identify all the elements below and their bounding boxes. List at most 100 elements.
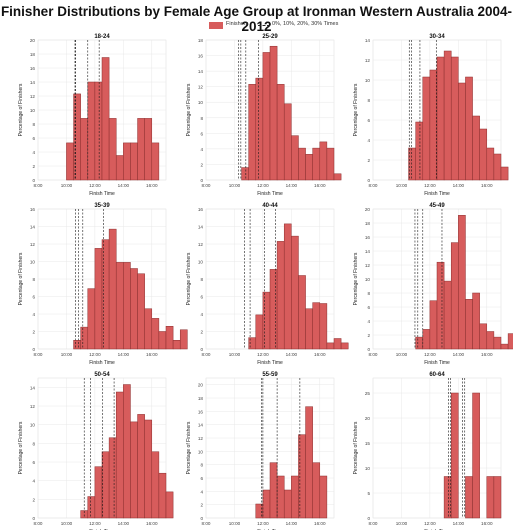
y-tick-label: 8 <box>367 291 370 296</box>
panel-25-29: 0 2 4 6 8 10 12 14 16 18 8:00 10:00 12:00 14:00 16:00 2… <box>186 34 342 197</box>
y-tick-label: 10 <box>365 466 371 471</box>
histogram-bar <box>73 93 81 181</box>
legend-label-percentile-lines: 0%, 10%, 20%, 30% Times <box>272 21 339 27</box>
histogram-bar <box>291 235 299 350</box>
x-tick-label: 10:00 <box>229 521 241 526</box>
y-tick-label: 0 <box>32 347 35 352</box>
legend-swatch-percentile-lines <box>258 25 270 26</box>
histogram-bar <box>312 147 321 181</box>
x-tick-label: 8:00 <box>369 183 378 188</box>
y-tick-label: 14 <box>198 69 204 74</box>
y-tick-label: 20 <box>365 207 371 212</box>
histogram-bar <box>241 167 249 181</box>
histogram-bar <box>179 329 188 350</box>
histogram-bar <box>276 475 285 519</box>
histogram-bar <box>255 314 264 350</box>
x-tick-label: 14:00 <box>286 183 298 188</box>
histogram-bar <box>158 472 167 519</box>
panel-40-44: 0 2 4 6 8 10 12 14 16 8:00 10:00 12:00 14:00 16:00 40-… <box>186 203 349 366</box>
histogram-bar <box>486 476 495 519</box>
histogram-bar <box>276 241 285 350</box>
x-tick-label: 12:00 <box>257 183 269 188</box>
histogram-bar <box>465 299 473 350</box>
histogram-bar <box>144 419 153 519</box>
histogram-bar <box>326 147 335 181</box>
panel-18-24: 0 2 4 6 8 10 12 14 16 18 20 8:00 10:00 12:00 14:00 16:0… <box>18 34 167 197</box>
histogram-bar <box>269 45 278 181</box>
y-tick-label: 10 <box>30 108 36 113</box>
panel-title: 18-24 <box>94 34 110 40</box>
y-tick-label: 12 <box>30 242 36 247</box>
x-tick-label: 16:00 <box>481 183 493 188</box>
histogram-bar <box>115 391 124 519</box>
y-tick-label: 14 <box>198 225 204 230</box>
y-tick-label: 8 <box>32 441 35 446</box>
y-tick-label: 14 <box>198 423 204 428</box>
histogram-bar <box>283 103 292 181</box>
y-tick-label: 0 <box>200 347 203 352</box>
histogram-bar <box>66 142 74 181</box>
histogram-bar <box>87 496 96 519</box>
y-tick-label: 10 <box>198 260 204 265</box>
x-tick-label: 8:00 <box>369 521 378 526</box>
y-tick-label: 16 <box>198 207 204 212</box>
histogram-bar <box>87 288 96 350</box>
histogram-bar <box>108 118 117 181</box>
y-tick-label: 2 <box>32 164 35 169</box>
y-tick-label: 12 <box>30 94 36 99</box>
histogram-bar <box>123 262 131 350</box>
histogram-bar <box>94 466 103 519</box>
histogram-bar <box>137 273 145 350</box>
x-tick-label: 12:00 <box>89 352 101 357</box>
y-tick-label: 0 <box>200 516 203 521</box>
histogram-bar <box>408 147 416 181</box>
x-tick-label: 12:00 <box>424 183 436 188</box>
histogram-bar <box>450 242 459 350</box>
y-tick-label: 12 <box>365 58 371 63</box>
chart-title: Finisher Distributions by Female Age Gro… <box>0 4 513 34</box>
x-tick-label: 8:00 <box>202 183 211 188</box>
plot-area <box>372 377 502 519</box>
histogram-bar <box>101 57 110 181</box>
histogram-bar <box>333 173 342 181</box>
histogram-bar <box>493 153 502 181</box>
x-tick-label: 16:00 <box>314 352 326 357</box>
x-tick-label: 12:00 <box>424 352 436 357</box>
y-tick-label: 16 <box>198 54 204 59</box>
y-axis-label: Percentage of Finishers <box>186 421 192 474</box>
y-tick-label: 14 <box>365 249 371 254</box>
x-tick-label: 14:00 <box>453 521 465 526</box>
histogram-bar <box>291 135 299 181</box>
y-tick-label: 0 <box>200 178 203 183</box>
y-tick-label: 25 <box>365 391 371 396</box>
x-tick-label: 10:00 <box>61 183 73 188</box>
y-tick-label: 0 <box>32 516 35 521</box>
histogram-bar <box>472 292 480 350</box>
legend: Finishers 0%, 10%, 20%, 30% Times <box>0 21 513 33</box>
histogram-bar <box>479 128 488 181</box>
histogram-bar <box>465 476 473 519</box>
histogram-bar <box>422 76 431 181</box>
histogram-bar <box>415 121 424 181</box>
x-axis-label: Finish Time <box>89 191 115 197</box>
y-tick-label: 8 <box>200 116 203 121</box>
panel-title: 50-54 <box>94 372 110 378</box>
histogram-bar <box>436 56 445 181</box>
histogram-bar <box>312 462 321 519</box>
y-tick-label: 4 <box>200 147 203 152</box>
histogram-bar <box>101 451 110 519</box>
histogram-bar <box>319 475 328 519</box>
y-tick-label: 6 <box>32 460 35 465</box>
histogram-bar <box>493 476 502 519</box>
histogram-bar <box>319 303 328 350</box>
y-tick-label: 6 <box>200 295 203 300</box>
histogram-bar <box>312 302 321 350</box>
histogram-bar <box>283 489 292 519</box>
y-tick-label: 8 <box>367 98 370 103</box>
y-tick-label: 2 <box>200 162 203 167</box>
x-tick-label: 12:00 <box>257 521 269 526</box>
y-tick-label: 18 <box>30 52 36 57</box>
y-tick-label: 12 <box>365 263 371 268</box>
histogram-bar <box>298 147 306 181</box>
